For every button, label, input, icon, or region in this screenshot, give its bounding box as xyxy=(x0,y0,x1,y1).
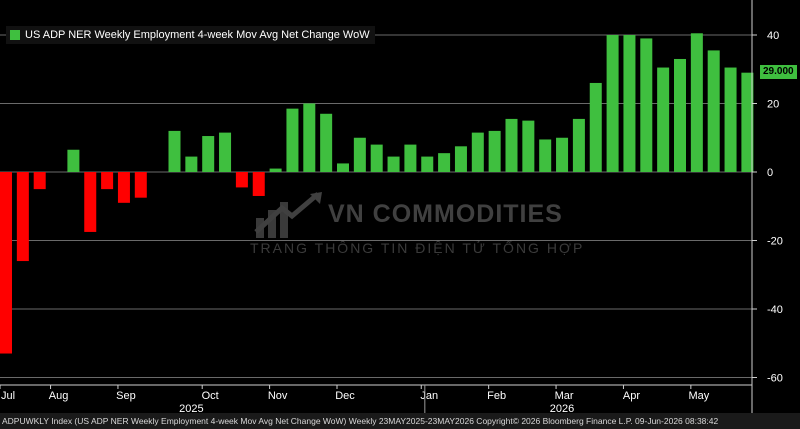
watermark: VN COMMODITIES TRANG THÔNG TIN ĐIỆN TỬ T… xyxy=(250,192,582,264)
bar xyxy=(134,172,147,198)
bar xyxy=(640,38,653,172)
bar xyxy=(16,172,29,262)
bar xyxy=(387,156,400,172)
axis-layer: 40 20 0 -20 -40 -60 Jul Aug Sep Oct Nov Dec Jan Feb Ma… xyxy=(0,0,783,415)
x-tick-label: Feb xyxy=(487,390,506,402)
bar xyxy=(303,103,316,172)
watermark-logo-icon xyxy=(254,192,322,238)
footer-caption: ADPUWKLY Index (US ADP NER Weekly Employ… xyxy=(0,413,800,429)
y-tick-label: -40 xyxy=(767,304,783,316)
y-tick-label: 40 xyxy=(767,30,779,42)
x-tick-label: Aug xyxy=(49,390,69,402)
bar xyxy=(438,153,451,172)
bar xyxy=(101,172,114,190)
watermark-tagline: TRANG THÔNG TIN ĐIỆN TỬ TỔNG HỢP xyxy=(250,240,585,256)
bar xyxy=(353,137,366,172)
x-tick-label: Nov xyxy=(268,390,288,402)
y-tick-label: -20 xyxy=(767,236,783,248)
bar xyxy=(286,108,299,172)
bar xyxy=(185,156,198,172)
x-tick-label: Mar xyxy=(555,390,574,402)
bar-layer xyxy=(0,33,754,354)
legend-label: US ADP NER Weekly Employment 4-week Mov … xyxy=(25,29,370,41)
bar xyxy=(252,172,265,196)
bar xyxy=(320,113,333,172)
x-tick-label: Oct xyxy=(202,390,219,402)
bar xyxy=(724,67,737,172)
bar xyxy=(421,156,434,172)
x-tick-label: Apr xyxy=(623,390,640,402)
x-tick-label: Jan xyxy=(420,390,438,402)
bar xyxy=(219,132,232,172)
bar xyxy=(674,58,686,172)
bar xyxy=(404,144,417,172)
legend-swatch xyxy=(10,30,20,40)
bar xyxy=(235,172,248,188)
bar xyxy=(370,144,383,172)
watermark-brand: VN COMMODITIES xyxy=(328,200,563,228)
bar xyxy=(505,118,518,172)
year-label: 2025 xyxy=(179,403,203,415)
year-label: 2026 xyxy=(550,403,574,415)
legend: US ADP NER Weekly Employment 4-week Mov … xyxy=(6,26,375,44)
x-tick-label: Sep xyxy=(116,390,136,402)
bar xyxy=(690,33,703,172)
bar xyxy=(657,67,670,172)
bar xyxy=(454,146,467,172)
bar xyxy=(33,172,46,190)
bar xyxy=(0,172,12,354)
bar xyxy=(572,118,585,172)
bar xyxy=(556,137,569,172)
bar xyxy=(337,163,349,172)
last-value-badge: 29.000 xyxy=(760,65,797,79)
bar xyxy=(606,35,619,172)
bar xyxy=(202,136,215,172)
y-tick-label: 0 xyxy=(767,167,773,179)
bar xyxy=(84,172,97,232)
bar xyxy=(488,130,501,172)
bar xyxy=(589,82,602,172)
bar xyxy=(117,172,130,203)
bar xyxy=(471,132,484,172)
bar xyxy=(707,50,720,172)
bar xyxy=(623,35,636,172)
y-tick-label: 20 xyxy=(767,99,779,111)
bar xyxy=(168,130,181,172)
x-tick-label: Dec xyxy=(335,390,355,402)
x-tick-label: Jul xyxy=(1,390,15,402)
x-tick-label: May xyxy=(688,390,709,402)
bar xyxy=(67,149,80,172)
bar xyxy=(269,168,282,172)
y-tick-label: -60 xyxy=(767,373,783,385)
bar xyxy=(522,120,535,172)
bar xyxy=(539,139,552,172)
bar xyxy=(741,72,754,172)
